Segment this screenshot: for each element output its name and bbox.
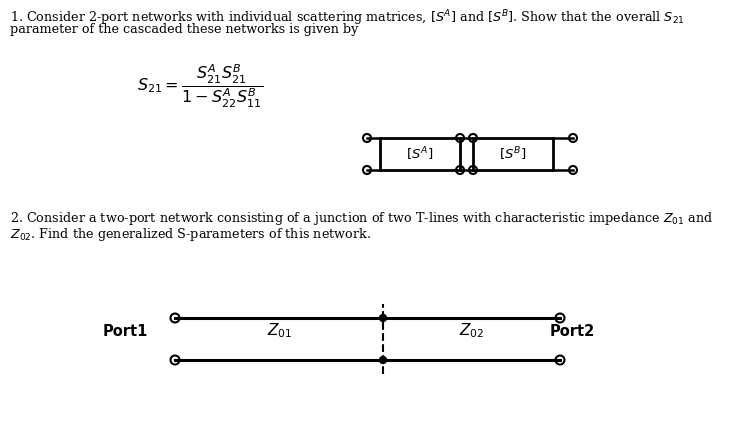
Text: 1. Consider 2-port networks with individual scattering matrices, $[S^A]$ and $[S: 1. Consider 2-port networks with individ… xyxy=(10,8,685,28)
Circle shape xyxy=(379,314,387,322)
Bar xyxy=(473,138,553,170)
Text: 2. Consider a two-port network consisting of a junction of two T-lines with char: 2. Consider a two-port network consistin… xyxy=(10,210,713,227)
Bar xyxy=(380,138,460,170)
Text: Port2: Port2 xyxy=(549,323,595,339)
Text: $[S^B]$: $[S^B]$ xyxy=(500,145,527,163)
Text: $Z_{01}$: $Z_{01}$ xyxy=(267,322,293,340)
Text: parameter of the cascaded these networks is given by: parameter of the cascaded these networks… xyxy=(10,23,359,36)
Text: $S_{21} = \dfrac{S_{21}^A S_{21}^B}{1 - S_{22}^A S_{11}^B}$: $S_{21} = \dfrac{S_{21}^A S_{21}^B}{1 - … xyxy=(137,62,263,110)
Text: $Z_{02}$. Find the generalized S-parameters of this network.: $Z_{02}$. Find the generalized S-paramet… xyxy=(10,226,371,243)
Circle shape xyxy=(379,357,387,363)
Text: $Z_{02}$: $Z_{02}$ xyxy=(459,322,485,340)
Text: Port1: Port1 xyxy=(103,323,148,339)
Text: $[S^A]$: $[S^A]$ xyxy=(407,145,434,163)
